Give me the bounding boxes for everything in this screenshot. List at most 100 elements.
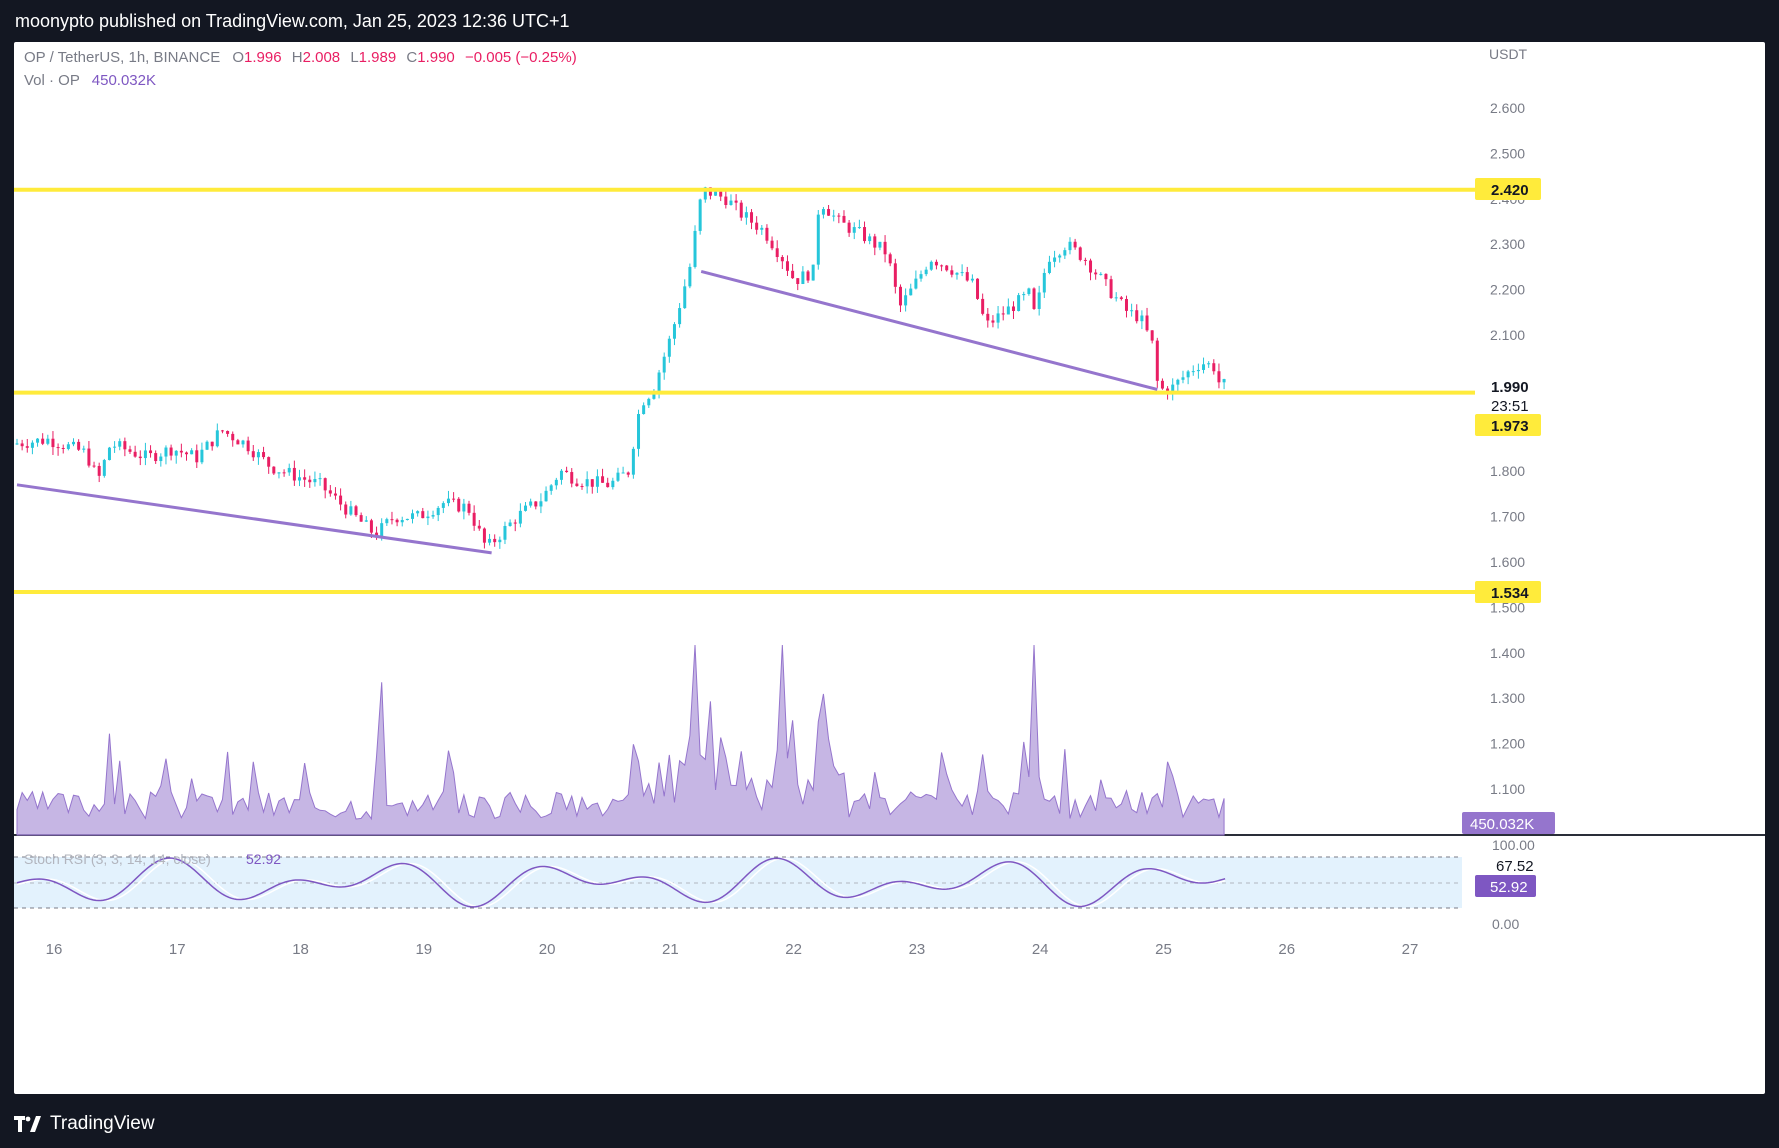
candle-body	[220, 430, 224, 432]
legend-h-value: 2.008	[303, 49, 341, 66]
last-price-label: 1.990	[1491, 379, 1529, 396]
candle-body	[66, 444, 70, 449]
candle-body	[775, 248, 779, 258]
candle-body	[888, 254, 892, 264]
candle-body	[159, 456, 163, 462]
candle-body	[179, 450, 183, 453]
candle-body	[185, 452, 189, 455]
candle-body	[292, 467, 296, 481]
legend-l-value: 1.989	[359, 49, 397, 66]
candle-body	[256, 452, 260, 458]
candle-body	[149, 450, 153, 454]
price-tick: 2.100	[1490, 327, 1525, 343]
level-low-badge	[1475, 581, 1541, 603]
candle-body	[133, 451, 137, 457]
candle-body	[77, 441, 81, 450]
volume-badge	[1462, 812, 1555, 834]
candle-body	[1155, 340, 1159, 381]
candle-body	[452, 498, 456, 500]
date-tick: 26	[1278, 941, 1295, 958]
candle-body	[544, 490, 548, 502]
stoch-d-line	[16, 857, 1226, 908]
candle-body	[575, 483, 579, 487]
time-axis[interactable]: 16 17 18 19 20 21 22 23 24 25 26 27	[46, 941, 1419, 958]
candle-body	[816, 214, 820, 265]
candle-body	[601, 476, 605, 483]
legend-c-value: 1.990	[417, 49, 455, 66]
candle-body	[524, 505, 528, 511]
candle-body	[441, 503, 445, 508]
candle-body	[1094, 272, 1098, 275]
candle-body	[1171, 384, 1175, 395]
price-tick: 2.200	[1490, 282, 1525, 298]
tradingview-logo-icon	[14, 1116, 42, 1132]
candle-body	[174, 450, 178, 456]
candle-body	[1130, 310, 1134, 312]
date-tick: 27	[1402, 941, 1419, 958]
candle-body	[446, 498, 450, 504]
candle-body	[287, 467, 291, 473]
candle-body	[1047, 261, 1051, 273]
candle-body	[873, 236, 877, 248]
candle-body	[734, 200, 738, 203]
candle-body	[51, 438, 55, 448]
price-tick: 1.500	[1490, 599, 1525, 615]
candle-body	[616, 472, 620, 481]
candle-body	[657, 372, 661, 392]
candle-body	[765, 227, 769, 241]
candle-body	[195, 450, 199, 463]
candle-body	[107, 447, 111, 461]
candle-body	[518, 510, 522, 524]
candle-body	[298, 477, 302, 481]
candle-body	[955, 272, 959, 275]
footer: TradingView	[14, 1106, 155, 1142]
candle-body	[390, 519, 394, 521]
legend-h-label: H	[292, 49, 303, 66]
candle-body	[1099, 273, 1103, 275]
trend-layer	[16, 269, 1158, 555]
candle-body	[395, 519, 399, 523]
candle-body	[750, 212, 754, 223]
price-axis[interactable]: 2.6002.5002.4002.3002.2002.1001.8001.700…	[1490, 100, 1525, 797]
volume-badge-label: 450.032K	[1470, 816, 1534, 833]
candle-body	[1063, 250, 1067, 256]
candle-body	[328, 490, 332, 494]
candle-body	[924, 269, 928, 275]
candle-body	[364, 520, 368, 522]
price-tick: 1.800	[1490, 463, 1525, 479]
candle-body	[1160, 380, 1164, 389]
candle-body	[1089, 260, 1093, 273]
candle-body	[827, 209, 831, 216]
candle-body	[1150, 330, 1154, 341]
candle-body	[744, 212, 748, 218]
chart-svg[interactable]: OP / TetherUS, 1h, BINANCE O1.996 H2.008…	[14, 42, 1765, 1094]
candle-body	[400, 519, 404, 523]
candle-body	[1006, 306, 1010, 315]
candle-body	[1181, 377, 1185, 380]
candle-body	[513, 522, 517, 524]
date-tick: 21	[662, 941, 679, 958]
candle-body	[1001, 313, 1005, 315]
stoch-k-label: 67.52	[1496, 858, 1534, 875]
candle-body	[770, 240, 774, 249]
candle-body	[251, 451, 255, 458]
candle-body	[760, 227, 764, 230]
candle-body	[164, 447, 168, 457]
candle-body	[1119, 297, 1123, 300]
candle-body	[883, 241, 887, 255]
candle-body	[436, 507, 440, 516]
candle-body	[318, 478, 322, 480]
candle-body	[36, 438, 40, 443]
level-mid-label: 1.973	[1491, 418, 1529, 435]
price-tick: 2.500	[1490, 145, 1525, 161]
candle-body	[82, 448, 86, 450]
candle-body	[457, 498, 461, 512]
footer-brand: TradingView	[50, 1113, 155, 1134]
chart-frame[interactable]: OP / TetherUS, 1h, BINANCE O1.996 H2.008…	[14, 42, 1765, 1094]
candle-body	[1135, 310, 1139, 322]
candle-body	[1027, 288, 1031, 295]
candle-body	[1068, 241, 1072, 251]
candle-body	[539, 501, 543, 507]
candle-body	[832, 215, 836, 217]
candle-body	[893, 263, 897, 287]
